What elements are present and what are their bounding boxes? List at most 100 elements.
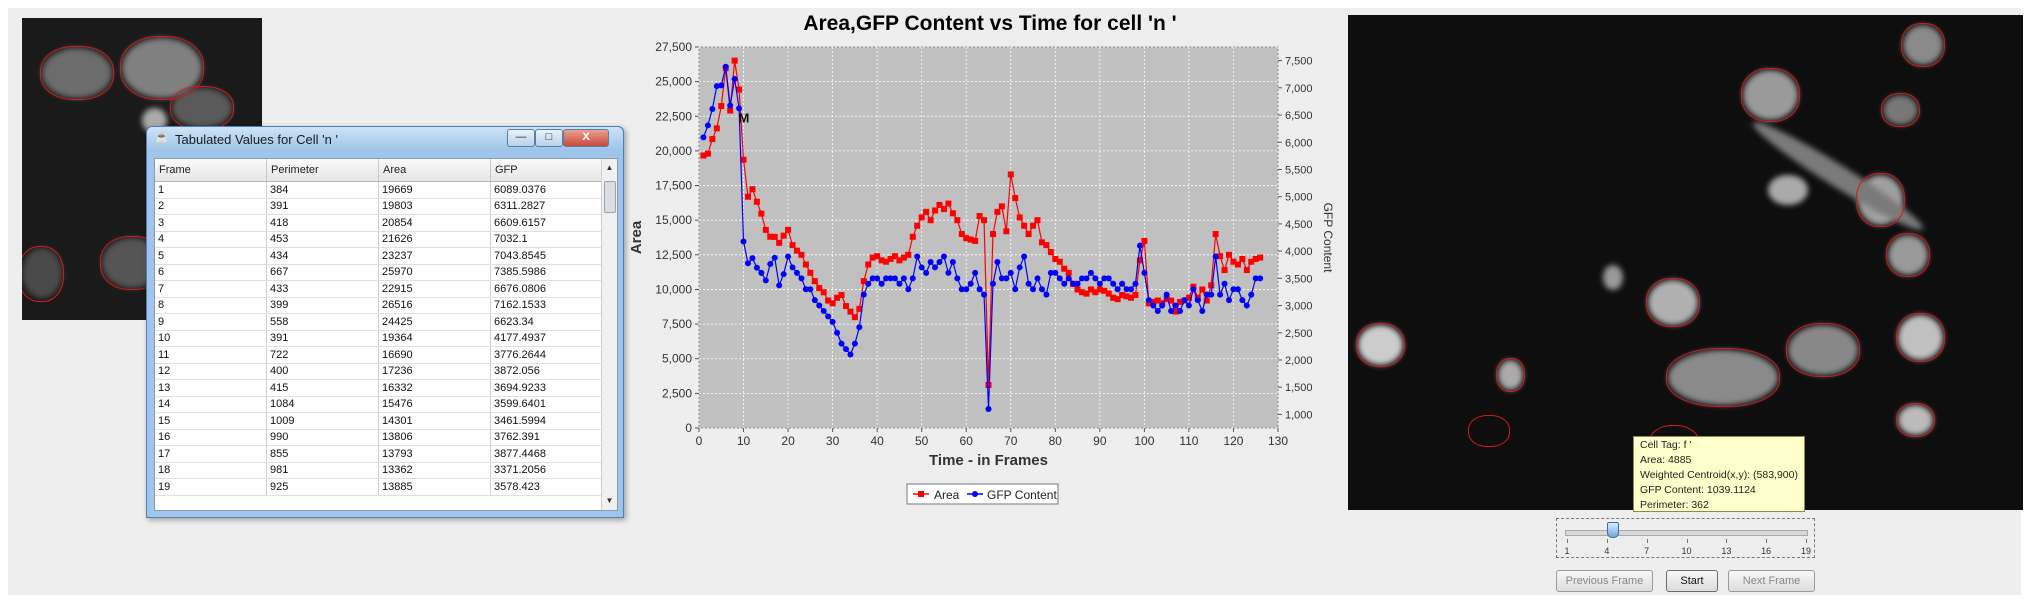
table-row[interactable]: 17 855 13793 3877.4468	[155, 445, 603, 463]
column-header-gfp[interactable]: GFP	[490, 159, 603, 182]
slider-tick-label: 4	[1604, 546, 1610, 556]
minimize-button[interactable]: —	[507, 129, 535, 147]
table-cell: 12	[155, 363, 267, 380]
close-button[interactable]: X	[563, 129, 609, 147]
table-cell: 7385.5986	[490, 264, 603, 281]
table-cell: 6089.0376	[490, 181, 603, 199]
table-cell: 19	[155, 478, 267, 496]
table-row[interactable]: 12 400 17236 3872.056	[155, 363, 603, 380]
slider-thumb[interactable]	[1607, 522, 1620, 538]
window-title: Tabulated Values for Cell 'n '	[175, 132, 338, 147]
table-row[interactable]: 14 1084 15476 3599.6401	[155, 396, 603, 413]
table-row[interactable]: 9 558 24425 6623.34	[155, 313, 603, 331]
scroll-up-arrow-icon[interactable]: ▲	[605, 163, 614, 172]
table-cell: 20854	[378, 214, 491, 232]
table-cell: 11	[155, 346, 267, 364]
start-button[interactable]: Start	[1666, 570, 1718, 592]
slider-tick-label: 1	[1564, 546, 1570, 556]
table-cell: 6676.0806	[490, 280, 603, 298]
table-cell: 18	[155, 462, 267, 479]
table-cell: 13793	[378, 445, 491, 463]
table-row[interactable]: 15 1009 14301 3461.5994	[155, 412, 603, 430]
table-row[interactable]: 18 981 13362 3371.2056	[155, 462, 603, 479]
table-cell: 3461.5994	[490, 412, 603, 430]
column-header-frame[interactable]: Frame	[155, 159, 267, 182]
table-cell: 453	[266, 231, 379, 248]
table-cell: 391	[266, 330, 379, 347]
table-cell: 415	[266, 379, 379, 397]
table-row[interactable]: 11 722 16690 3776.2644	[155, 346, 603, 364]
table-cell: 2	[155, 198, 267, 215]
table-row[interactable]: 2 391 19803 6311.2827	[155, 198, 603, 215]
table-row[interactable]: 4 453 21626 7032.1	[155, 231, 603, 248]
table-cell: 855	[266, 445, 379, 463]
table-row[interactable]: 8 399 26516 7162.1533	[155, 297, 603, 314]
table-cell: 1084	[266, 396, 379, 413]
table-cell: 4	[155, 231, 267, 248]
table-row[interactable]: 3 418 20854 6609.6157	[155, 214, 603, 232]
tabulated-values-window[interactable]: ☕ Tabulated Values for Cell 'n ' — □ X F…	[146, 126, 624, 518]
table-cell: 13806	[378, 429, 491, 446]
maximize-button[interactable]: □	[535, 129, 563, 147]
slider-tick	[1766, 539, 1768, 543]
slider-tick	[1686, 539, 1688, 543]
scroll-down-arrow-icon[interactable]: ▼	[605, 496, 614, 505]
table-row[interactable]: 7 433 22915 6676.0806	[155, 280, 603, 298]
table-cell: 16	[155, 429, 267, 446]
table-cell: 25970	[378, 264, 491, 281]
table-cell: 6311.2827	[490, 198, 603, 215]
table-row[interactable]: 5 434 23237 7043.8545	[155, 247, 603, 265]
vertical-scrollbar[interactable]: ▲ ▼	[601, 159, 617, 510]
table-cell: 1009	[266, 412, 379, 430]
table-row[interactable]: 19 925 13885 3578.423	[155, 478, 603, 496]
table-cell: 6623.34	[490, 313, 603, 331]
tooltip-gfp-content: GFP Content: 1039.1124	[1640, 484, 1756, 496]
right-cell-image[interactable]	[1348, 15, 2023, 510]
tooltip-cell-tag: Cell Tag: f '	[1640, 439, 1692, 451]
table-cell: 14301	[378, 412, 491, 430]
table-row[interactable]: 6 667 25970 7385.5986	[155, 264, 603, 281]
table-cell: 6	[155, 264, 267, 281]
table-cell: 23237	[378, 247, 491, 265]
scroll-thumb[interactable]	[604, 181, 616, 213]
table-cell: 15	[155, 412, 267, 430]
table-cell: 7	[155, 280, 267, 298]
window-title-bar[interactable]: ☕ Tabulated Values for Cell 'n ' — □ X	[147, 127, 623, 151]
column-header-perimeter[interactable]: Perimeter	[266, 159, 379, 182]
java-app-icon: ☕	[155, 132, 169, 144]
slider-track[interactable]	[1565, 530, 1808, 536]
table-cell: 16690	[378, 346, 491, 364]
tooltip-perimeter: Perimeter: 362	[1640, 499, 1709, 511]
table-cell: 7032.1	[490, 231, 603, 248]
table-row[interactable]: 16 990 13806 3762.391	[155, 429, 603, 446]
table-row[interactable]: 10 391 19364 4177.4937	[155, 330, 603, 347]
slider-tick	[1806, 539, 1807, 543]
slider-tick-label: 13	[1721, 546, 1732, 556]
column-header-area[interactable]: Area	[378, 159, 491, 182]
tooltip-centroid: Weighted Centroid(x,y): (583,900)	[1640, 469, 1798, 481]
table-cell: 3872.056	[490, 363, 603, 380]
table-cell: 8	[155, 297, 267, 314]
cell-info-tooltip: Cell Tag: f ' Area: 4885 Weighted Centro…	[1633, 436, 1805, 512]
values-table-container[interactable]: Frame Perimeter Area GFP 1 384 19669 6089.0…	[154, 158, 618, 511]
frame-slider[interactable]: 1 4 7 10 13 16 19	[1556, 518, 1815, 558]
table-cell: 9	[155, 313, 267, 331]
previous-frame-button[interactable]: Previous Frame	[1556, 570, 1653, 592]
table-cell: 13	[155, 379, 267, 397]
table-cell: 3762.391	[490, 429, 603, 446]
slider-tick-label: 16	[1761, 546, 1772, 556]
table-row[interactable]: 1 384 19669 6089.0376	[155, 181, 603, 199]
table-cell: 17	[155, 445, 267, 463]
table-cell: 19364	[378, 330, 491, 347]
table-cell: 990	[266, 429, 379, 446]
next-frame-button[interactable]: Next Frame	[1728, 570, 1815, 592]
table-cell: 24425	[378, 313, 491, 331]
table-cell: 391	[266, 198, 379, 215]
table-cell: 925	[266, 478, 379, 496]
slider-tick	[1726, 539, 1728, 543]
table-cell: 384	[266, 181, 379, 199]
table-cell: 19803	[378, 198, 491, 215]
table-cell: 13362	[378, 462, 491, 479]
table-cell: 667	[266, 264, 379, 281]
table-row[interactable]: 13 415 16332 3694.9233	[155, 379, 603, 397]
